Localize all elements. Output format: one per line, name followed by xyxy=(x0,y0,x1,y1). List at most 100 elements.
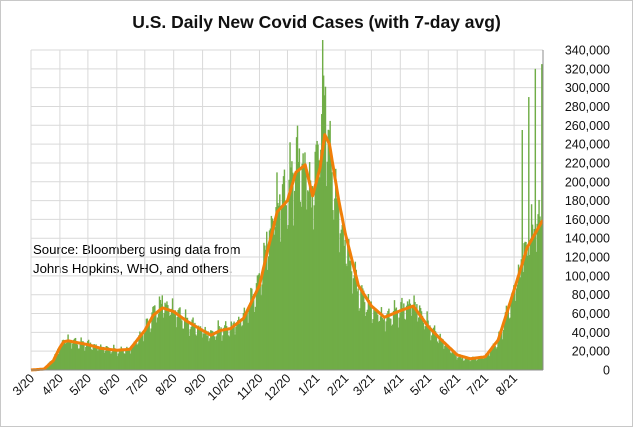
x-tick-label: 6/20 xyxy=(96,371,123,398)
bar xyxy=(219,329,221,370)
bar xyxy=(403,303,405,370)
bar xyxy=(79,342,81,370)
bar xyxy=(212,332,215,370)
bar xyxy=(59,345,62,370)
bar xyxy=(333,219,335,370)
x-tick-label: 4/21 xyxy=(379,371,406,398)
bar xyxy=(296,125,299,370)
x-tick-label: 10/20 xyxy=(205,371,237,403)
x-tick-label: 4/20 xyxy=(39,371,66,398)
bar xyxy=(202,333,205,370)
bar xyxy=(234,334,236,370)
bar xyxy=(162,317,164,370)
bar xyxy=(222,335,224,370)
bar xyxy=(266,269,269,370)
bar xyxy=(158,296,161,370)
bar xyxy=(397,327,399,370)
bar xyxy=(376,314,379,370)
bar xyxy=(124,353,126,370)
bar xyxy=(452,349,454,370)
bar xyxy=(232,323,234,370)
bar xyxy=(217,320,219,370)
bar xyxy=(73,338,76,370)
bar xyxy=(152,306,154,370)
bar xyxy=(226,328,229,370)
bar xyxy=(119,348,122,370)
bar xyxy=(275,207,277,370)
bar xyxy=(454,354,456,370)
bar xyxy=(180,318,182,370)
bar xyxy=(370,301,372,370)
bar xyxy=(448,348,451,370)
bar xyxy=(541,64,543,370)
bar xyxy=(117,353,120,370)
bar xyxy=(157,313,160,370)
bar xyxy=(363,290,365,370)
bar xyxy=(480,357,482,370)
bar xyxy=(203,333,205,370)
y-tick-label: 100,000 xyxy=(565,269,610,283)
bar xyxy=(321,40,324,370)
y-tick-label: 280,000 xyxy=(565,100,610,114)
bar xyxy=(254,306,257,370)
bar xyxy=(461,357,464,370)
bar xyxy=(363,302,366,370)
x-tick-label: 7/20 xyxy=(124,371,151,398)
bar xyxy=(486,355,488,370)
bar xyxy=(93,344,95,370)
bar xyxy=(401,297,403,370)
x-tick-label: 6/21 xyxy=(436,371,463,398)
bar xyxy=(375,308,377,370)
bar xyxy=(514,287,516,370)
bar xyxy=(311,186,314,370)
bar xyxy=(197,325,200,370)
bar xyxy=(378,320,381,370)
bar xyxy=(332,210,334,370)
bar xyxy=(269,228,272,370)
bar xyxy=(97,350,99,370)
bar xyxy=(421,315,424,370)
bar xyxy=(430,340,432,370)
bar xyxy=(308,162,311,370)
bar xyxy=(259,282,261,370)
bar xyxy=(466,357,468,370)
bar xyxy=(459,354,461,370)
bar xyxy=(154,305,156,370)
bar xyxy=(540,225,542,370)
bar xyxy=(458,357,460,370)
bar xyxy=(118,349,121,370)
bar xyxy=(439,333,441,370)
bar xyxy=(309,180,312,370)
bar xyxy=(349,260,351,370)
bar xyxy=(462,360,465,370)
bar xyxy=(300,206,302,370)
x-tick-label: 3/21 xyxy=(350,371,377,398)
bar xyxy=(94,345,96,370)
bar xyxy=(503,323,506,370)
bar xyxy=(173,312,176,370)
bar xyxy=(374,311,376,370)
bar xyxy=(142,341,145,370)
bar xyxy=(402,308,404,370)
bar xyxy=(478,357,481,370)
bar xyxy=(457,357,459,370)
bar xyxy=(70,340,72,370)
x-tick-label: 12/20 xyxy=(262,371,294,403)
bar xyxy=(210,330,212,370)
bar xyxy=(364,316,367,370)
bar xyxy=(417,321,419,370)
bar xyxy=(335,198,338,370)
bar xyxy=(446,344,448,370)
bar xyxy=(89,342,92,370)
bar xyxy=(84,350,86,370)
bar xyxy=(408,299,411,370)
bar xyxy=(238,316,240,370)
bar xyxy=(209,338,211,370)
bar xyxy=(470,360,472,370)
y-tick-label: 320,000 xyxy=(565,62,610,76)
bar xyxy=(56,352,58,370)
bar xyxy=(532,236,535,370)
bar xyxy=(134,344,136,370)
bar xyxy=(313,205,316,370)
